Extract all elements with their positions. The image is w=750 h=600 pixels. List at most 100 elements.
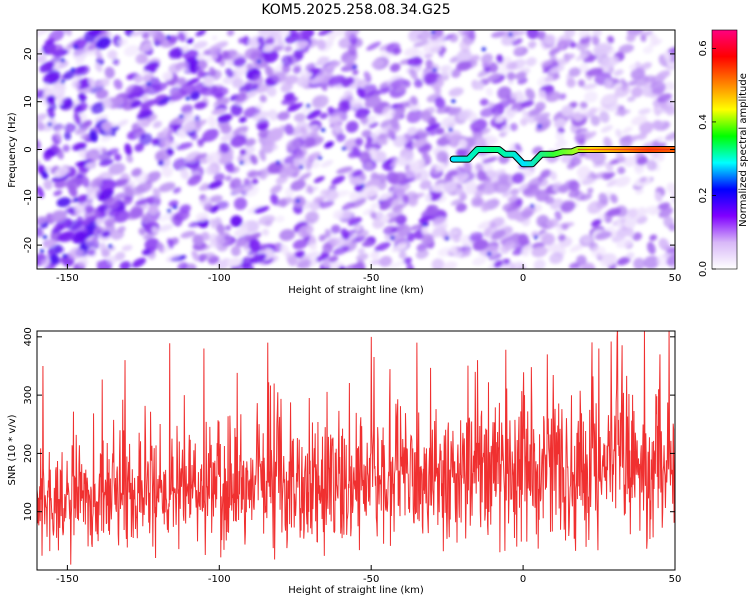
noise-blob xyxy=(450,139,458,149)
noise-blob xyxy=(268,109,279,121)
noise-blob xyxy=(289,30,298,37)
noise-blob xyxy=(177,77,187,86)
noise-blob xyxy=(114,178,129,187)
noise-blob xyxy=(549,252,564,264)
noise-blob xyxy=(626,33,636,43)
noise-blob xyxy=(433,30,444,37)
noise-blob xyxy=(134,129,146,138)
noise-blob xyxy=(68,207,76,215)
noise-blob xyxy=(437,247,454,257)
noise-blob xyxy=(63,123,77,133)
noise-blob xyxy=(320,189,331,196)
noise-blob xyxy=(134,143,145,152)
noise-blob xyxy=(284,187,295,198)
noise-blob xyxy=(117,38,128,46)
noise-blob xyxy=(656,93,673,103)
noise-blob xyxy=(527,40,537,49)
noise-blob xyxy=(270,184,283,194)
noise-blob xyxy=(564,30,576,38)
noise-blob xyxy=(663,51,671,61)
noise-blob xyxy=(525,88,536,100)
noise-blob xyxy=(359,114,369,125)
track-fill xyxy=(450,147,675,167)
noise-blob xyxy=(441,154,449,166)
noise-blob xyxy=(232,185,249,194)
noise-blob xyxy=(324,228,331,238)
noise-blob xyxy=(311,94,329,109)
noise-blob xyxy=(106,148,119,156)
noise-blob xyxy=(434,97,446,109)
noise-blob xyxy=(239,149,247,156)
y-tick-label: -10 xyxy=(23,189,34,205)
noise-blob xyxy=(350,197,367,209)
noise-blob xyxy=(537,74,554,87)
noise-speck xyxy=(60,58,66,63)
noise-blob xyxy=(207,180,223,190)
noise-blob xyxy=(363,71,372,82)
noise-blob xyxy=(313,253,330,263)
noise-blob xyxy=(141,93,149,102)
noise-blob xyxy=(147,204,159,215)
noise-blob xyxy=(330,224,341,234)
y-tick-label: 400 xyxy=(23,327,34,346)
colorbar-ticks: 0.0 0.2 0.4 0.6 xyxy=(698,40,716,277)
noise-blob xyxy=(74,142,86,152)
noise-blob xyxy=(97,203,109,212)
noise-blob xyxy=(249,154,258,165)
noise-blob xyxy=(530,107,543,115)
noise-speck xyxy=(445,236,450,241)
noise-blob xyxy=(373,211,384,220)
noise-blob xyxy=(591,218,602,227)
noise-blob xyxy=(121,244,133,252)
noise-blob xyxy=(501,124,511,134)
noise-blob xyxy=(548,65,565,74)
noise-blob xyxy=(233,57,247,68)
noise-blob xyxy=(75,126,88,135)
noise-blob xyxy=(159,136,172,149)
noise-blob xyxy=(209,45,219,57)
colorbar-tick-label: 0.2 xyxy=(698,188,709,204)
noise-blob xyxy=(157,224,174,232)
noise-blob xyxy=(359,151,372,164)
noise-blob xyxy=(200,252,216,261)
noise-blob xyxy=(328,184,337,192)
noise-blob xyxy=(280,244,290,257)
noise-blob xyxy=(607,35,615,44)
y-tick-label: 10 xyxy=(23,95,34,108)
noise-blob xyxy=(593,43,610,57)
noise-blob xyxy=(257,36,265,45)
noise-blob xyxy=(631,115,648,126)
noise-blob xyxy=(230,215,243,228)
spectrogram-x-axis-label: Height of straight line (km) xyxy=(288,285,424,296)
noise-blob xyxy=(454,173,468,184)
snr-x-ticks: -150 -100 -50 0 50 xyxy=(56,565,681,585)
noise-blob xyxy=(197,70,206,79)
noise-blob xyxy=(352,69,359,76)
noise-blob xyxy=(560,223,569,231)
noise-blob xyxy=(521,209,534,218)
noise-blob xyxy=(533,112,551,122)
noise-blob xyxy=(284,32,301,44)
snr-y-axis-label: SNR (10 * v/v) xyxy=(7,414,18,485)
noise-blob xyxy=(247,220,260,233)
noise-blob xyxy=(668,47,675,54)
noise-blob xyxy=(43,152,52,161)
noise-blob xyxy=(235,238,249,248)
noise-blob xyxy=(199,196,211,207)
noise-blob xyxy=(458,110,470,121)
noise-blob xyxy=(96,260,103,267)
noise-blob xyxy=(328,255,339,263)
noise-blob xyxy=(168,63,182,74)
noise-blob xyxy=(537,90,547,101)
noise-blob xyxy=(514,71,527,80)
noise-blob xyxy=(379,255,393,267)
noise-blob xyxy=(279,229,296,241)
noise-blob xyxy=(183,111,194,125)
noise-blob xyxy=(398,251,407,259)
noise-blob xyxy=(107,49,118,60)
noise-blob xyxy=(425,204,439,216)
noise-blob xyxy=(279,163,298,176)
noise-blob xyxy=(488,62,499,73)
noise-blob xyxy=(195,212,209,222)
noise-blob xyxy=(257,123,269,131)
